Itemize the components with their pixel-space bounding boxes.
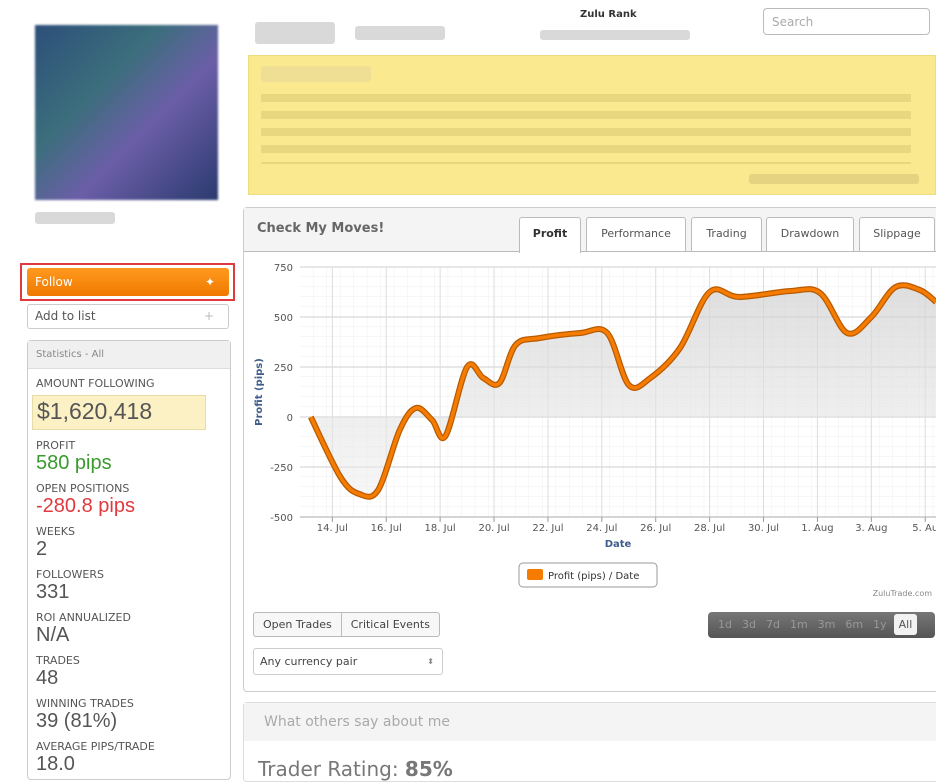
y-tick-label: -250 — [270, 463, 293, 474]
x-axis-title: Date — [605, 539, 632, 550]
y-tick-label: 250 — [274, 363, 293, 374]
x-tick-label: 24. Jul — [586, 523, 617, 534]
x-tick-label: 3. Aug — [855, 523, 887, 534]
x-tick-label: 28. Jul — [694, 523, 725, 534]
page: Zulu Rank Search Follow✦ Add to list+ St… — [0, 0, 936, 767]
x-tick-label: 26. Jul — [640, 523, 671, 534]
x-tick-label: 16. Jul — [371, 523, 402, 534]
x-tick-label: 1. Aug — [801, 523, 833, 534]
x-tick-label: 5. Au — [912, 523, 936, 534]
y-tick-label: 0 — [287, 413, 293, 424]
y-tick-label: -500 — [270, 513, 293, 524]
x-tick-label: 14. Jul — [317, 523, 348, 534]
x-tick-label: 18. Jul — [425, 523, 456, 534]
y-axis-title: Profit (pips) — [254, 358, 265, 426]
y-tick-label: 500 — [274, 313, 293, 324]
x-tick-label: 22. Jul — [532, 523, 563, 534]
legend-swatch — [527, 569, 543, 580]
legend-label: Profit (pips) / Date — [548, 571, 639, 582]
y-tick-label: 750 — [274, 263, 293, 274]
x-tick-label: 20. Jul — [478, 523, 509, 534]
chart: -500 -250 0 250 500 750 14. Jul 16. Jul 18. Jul 2… — [0, 0, 936, 767]
credits: ZuluTrade.com — [873, 589, 933, 598]
x-tick-label: 30. Jul — [748, 523, 779, 534]
